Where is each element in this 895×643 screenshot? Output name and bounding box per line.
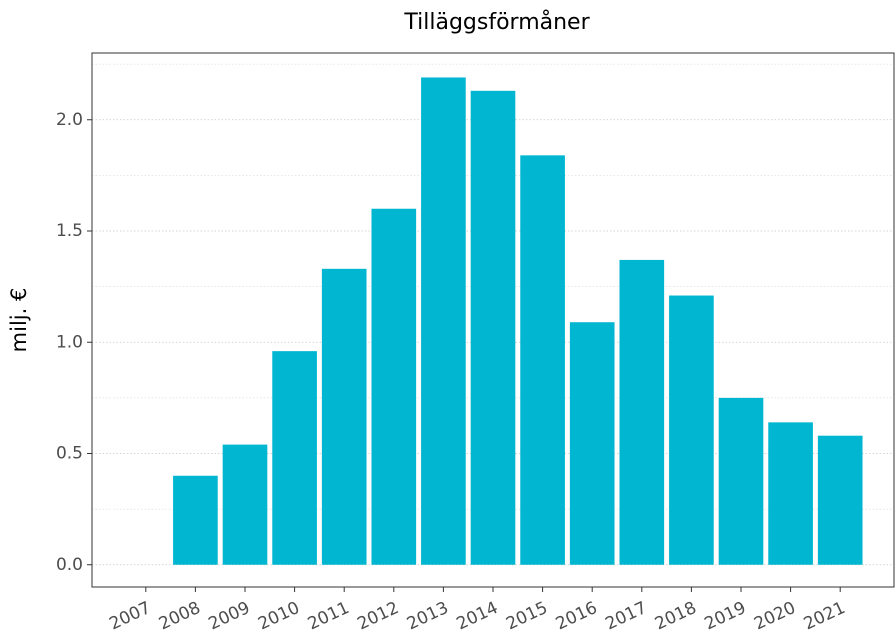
bar: [371, 208, 417, 565]
bar: [520, 155, 565, 565]
bar: [470, 90, 516, 565]
bar: [718, 397, 764, 565]
bar: [817, 435, 863, 565]
bar: [569, 322, 615, 565]
y-tick-label: 0.5: [56, 444, 83, 464]
bar: [768, 422, 813, 565]
bar: [173, 475, 218, 565]
x-tick-label: 2012: [354, 598, 402, 634]
x-tick-label: 2011: [305, 598, 353, 634]
x-tick-label: 2019: [702, 598, 750, 634]
y-tick-label: 2.0: [56, 110, 83, 130]
x-tick-label: 2007: [106, 598, 154, 634]
x-tick-label: 2017: [602, 598, 650, 634]
bar: [321, 268, 367, 565]
chart-title: Tilläggsförmåner: [403, 9, 590, 35]
bar: [222, 444, 268, 565]
x-tick-label: 2015: [503, 598, 551, 634]
x-tick-label: 2008: [156, 598, 204, 634]
x-tick-label: 2018: [652, 598, 700, 634]
x-tick-label: 2010: [255, 598, 303, 634]
x-tick-label: 2014: [454, 598, 502, 634]
y-axis-label: milj. €: [7, 288, 31, 353]
bar: [669, 295, 714, 565]
bar: [421, 77, 466, 565]
bar: [619, 259, 665, 565]
panel-border: [91, 52, 895, 588]
y-tick-label: 0.0: [56, 555, 83, 575]
y-tick-label: 1.0: [56, 332, 83, 352]
x-tick-label: 2020: [751, 598, 799, 634]
bar: [272, 351, 317, 565]
x-tick-label: 2009: [206, 598, 254, 634]
y-tick-label: 1.5: [56, 221, 83, 241]
x-tick-label: 2021: [801, 598, 849, 634]
x-tick-label: 2013: [404, 598, 452, 634]
x-tick-label: 2016: [553, 598, 601, 634]
